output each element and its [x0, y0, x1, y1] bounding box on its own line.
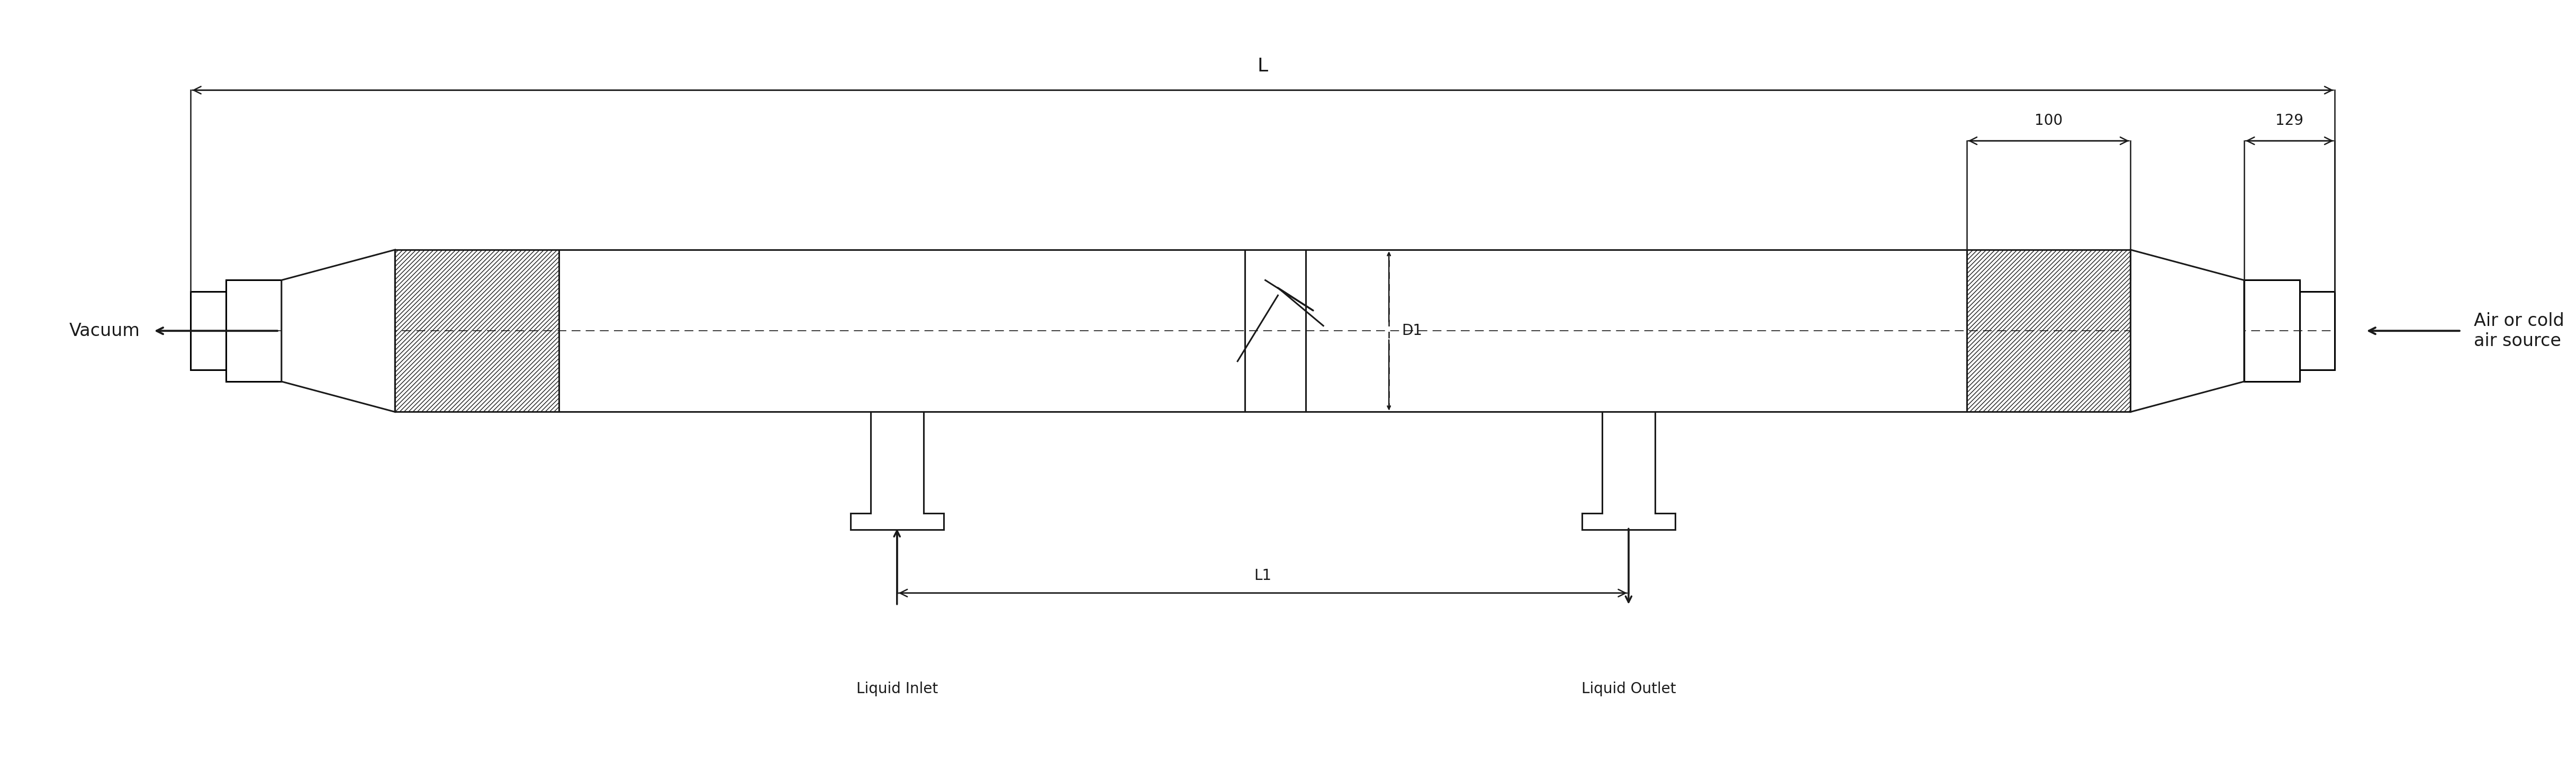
Text: L: L	[1257, 57, 1267, 75]
Text: Liquid Outlet: Liquid Outlet	[1582, 681, 1677, 697]
Bar	[191, 291, 227, 370]
Text: Vacuum: Vacuum	[70, 322, 139, 340]
Text: Air or cold
air source: Air or cold air source	[2473, 312, 2563, 349]
Bar	[1965, 250, 2130, 412]
Text: 100: 100	[2035, 114, 2063, 128]
Text: Liquid Inlet: Liquid Inlet	[855, 681, 938, 697]
Text: D1: D1	[1401, 324, 1422, 338]
Text: L1: L1	[1255, 568, 1273, 583]
Text: 129: 129	[2275, 114, 2303, 128]
Bar	[2244, 280, 2300, 382]
Polygon shape	[2130, 250, 2244, 412]
Bar	[394, 250, 559, 412]
Polygon shape	[281, 250, 394, 412]
Bar	[227, 280, 281, 382]
Bar	[2300, 291, 2334, 370]
